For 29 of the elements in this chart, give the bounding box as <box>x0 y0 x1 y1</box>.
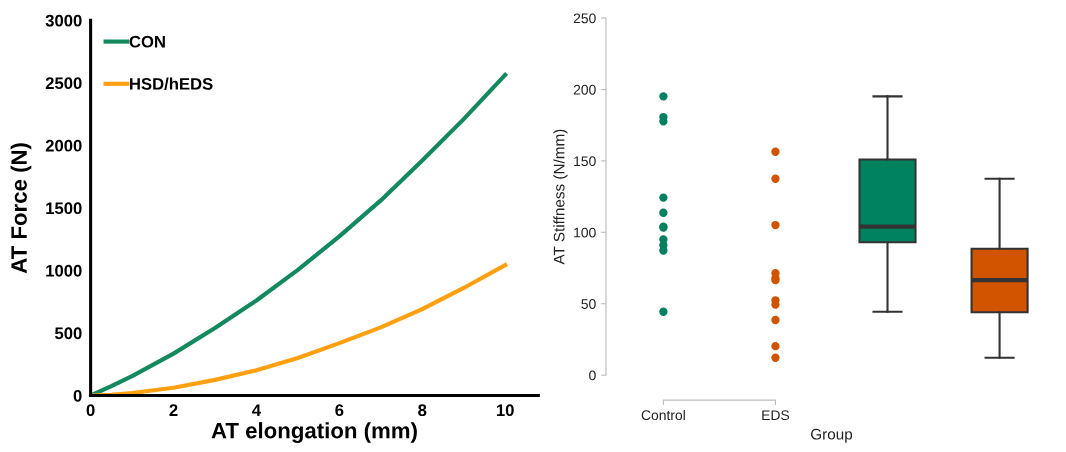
y-tick-label: 100 <box>574 227 596 238</box>
line-series <box>90 72 508 396</box>
x-tick-label: 10 <box>496 404 514 417</box>
legend-label: HSD/hEDS <box>130 77 213 90</box>
line-series <box>90 262 508 396</box>
y-tick-label: 200 <box>573 84 596 95</box>
x-tick-label: 2 <box>169 404 178 416</box>
y-tick-label: 0 <box>73 389 82 402</box>
y-tick-label: 1500 <box>46 202 82 215</box>
x-tick-label: 4 <box>252 404 261 416</box>
y-tick-label: 500 <box>54 327 82 340</box>
x-tick-label: 6 <box>335 404 344 417</box>
x-tick-label: 8 <box>418 404 427 417</box>
y-axis-title: AT Stiffness (N/mm) <box>553 129 568 265</box>
x-axis-title: Group <box>811 428 853 443</box>
y-tick-label: 3000 <box>45 14 82 27</box>
x-tick-label: Control <box>641 409 685 421</box>
y-tick-label: 150 <box>574 156 596 167</box>
y-tick-label: 50 <box>581 299 596 309</box>
y-tick-label: 250 <box>573 13 596 24</box>
legend-label: CON <box>129 35 165 48</box>
y-tick-label: 0 <box>589 370 596 381</box>
x-axis-title: AT elongation (mm) <box>211 422 417 443</box>
x-tick-label: 0 <box>86 404 95 417</box>
y-tick-label: 2500 <box>45 77 82 90</box>
y-axis-title: AT Force (N) <box>10 143 32 274</box>
x-tick-label: EDS <box>762 410 790 421</box>
y-tick-label: 2000 <box>45 139 82 152</box>
y-tick-label: 1000 <box>46 264 82 277</box>
